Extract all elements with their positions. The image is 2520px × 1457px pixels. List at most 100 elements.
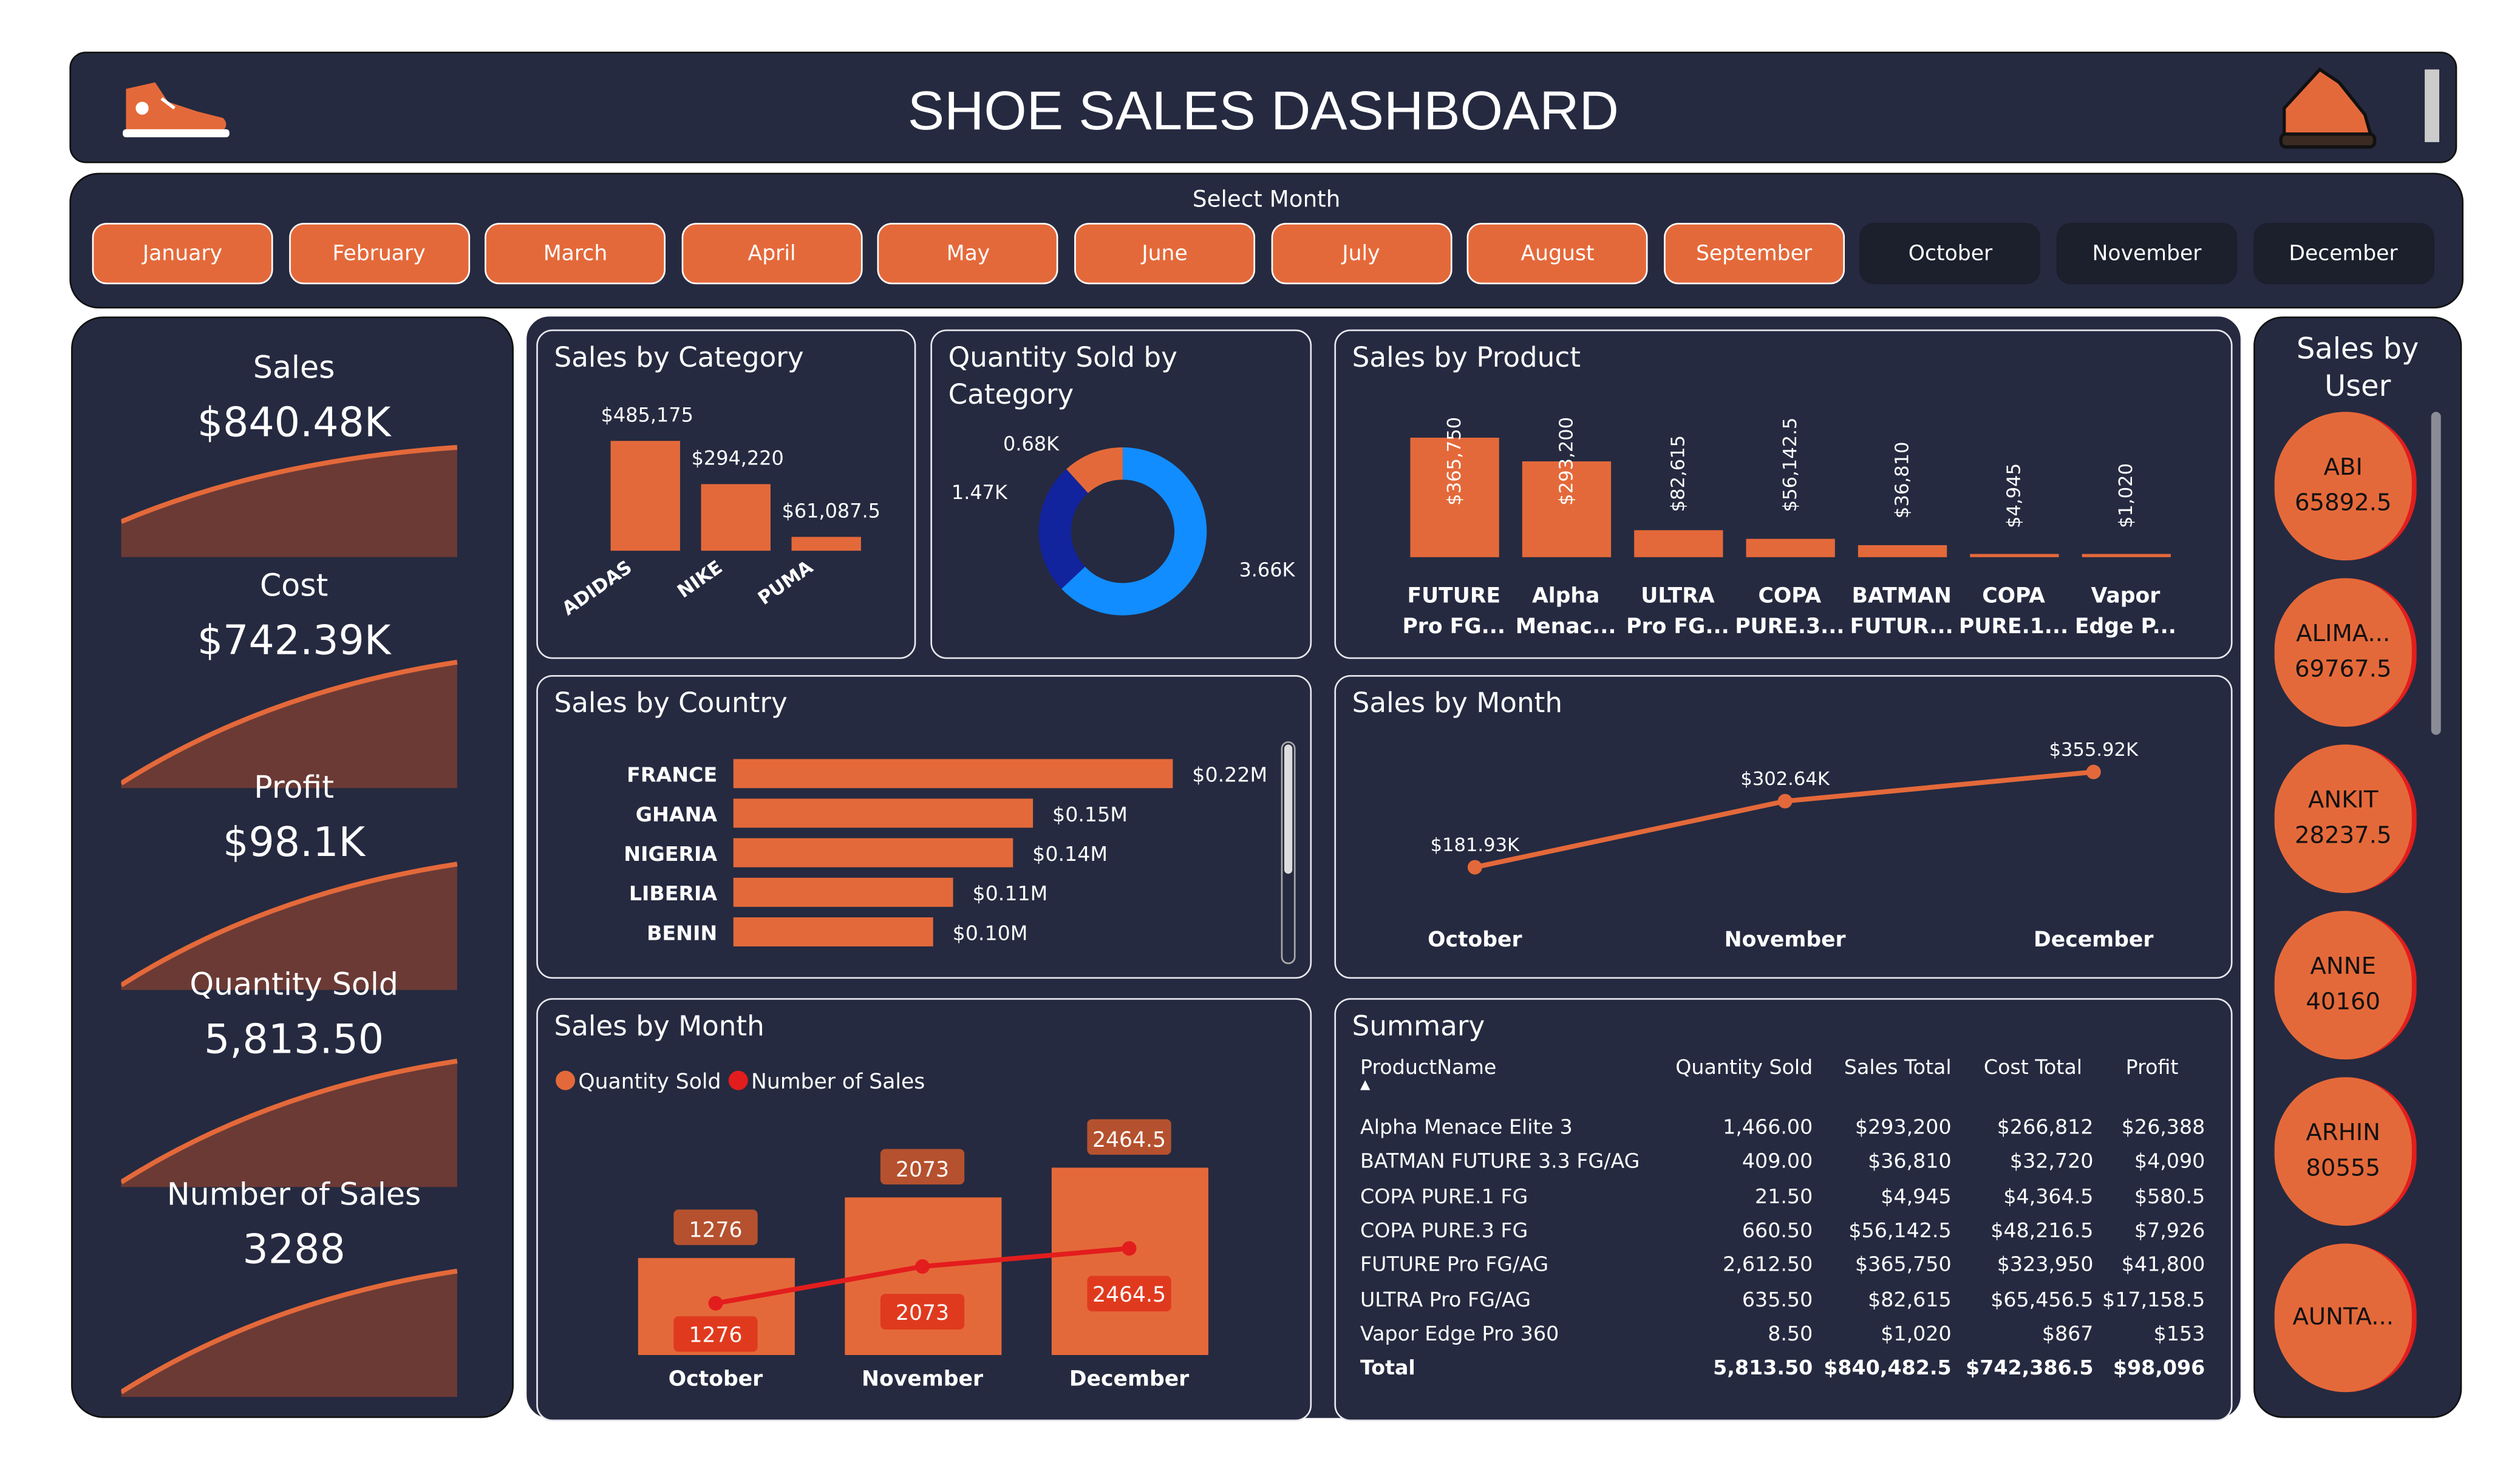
card-title: Quantity Sold by Category bbox=[948, 342, 1177, 412]
quantity-by-category-chart: 3.66K 1.47K 0.68K bbox=[952, 432, 1295, 616]
data-label-box bbox=[673, 1316, 758, 1352]
table-cell: $41,800 bbox=[2121, 1252, 2205, 1277]
slice-label: 1.47K bbox=[952, 481, 1008, 504]
summary-card: Summary ProductName ▲ Quantity Sold Sales… bbox=[1334, 998, 2233, 1422]
card-title: Sales by Month bbox=[1352, 688, 1563, 721]
data-label: $1,020 bbox=[2116, 463, 2137, 528]
total-cell: Total bbox=[1360, 1355, 1415, 1380]
category-label: December bbox=[2034, 928, 2153, 952]
table-cell: $580.5 bbox=[2134, 1183, 2205, 1208]
category-label: December bbox=[1069, 1367, 1189, 1391]
kpi-panel: Sales $840.48K Cost $742.39K Profit $98.1K Qua… bbox=[71, 316, 514, 1418]
data-point bbox=[915, 1259, 930, 1274]
country-scrollbar[interactable] bbox=[1281, 741, 1296, 965]
month-slicer-label: Select Month bbox=[1192, 187, 1341, 214]
column-header[interactable]: Cost Total bbox=[1983, 1055, 2083, 1079]
month-button-may[interactable]: May bbox=[877, 223, 1059, 285]
sales-by-category-chart: $485,175 ADIDAS $294,220 NIKE $61,087.5 PUMA bbox=[559, 403, 880, 620]
month-button-april[interactable]: April bbox=[681, 223, 863, 285]
month-button-july[interactable]: July bbox=[1270, 223, 1452, 285]
legend-marker bbox=[556, 1070, 576, 1090]
bar bbox=[1410, 437, 1499, 557]
kpi-label: Cost bbox=[259, 568, 329, 604]
table-cell: $4,364.5 bbox=[2003, 1183, 2094, 1208]
user-card[interactable]: ARHIN 80555 bbox=[2274, 1077, 2417, 1226]
table-cell: Vapor Edge Pro 360 bbox=[1360, 1320, 1559, 1345]
column-header[interactable]: ProductName ▲ bbox=[1360, 1055, 1664, 1109]
kpi-value: $742.39K bbox=[197, 617, 391, 664]
bar bbox=[1858, 545, 1947, 557]
slice-label: 0.68K bbox=[1003, 432, 1060, 455]
bar bbox=[1970, 554, 2059, 557]
month-button-february[interactable]: February bbox=[288, 223, 470, 285]
category-label: COPA bbox=[1758, 583, 1821, 608]
user-name: ANNE bbox=[2310, 954, 2377, 980]
scrollbar-handle[interactable] bbox=[2425, 69, 2440, 143]
table-row[interactable]: ULTRA Pro FG/AG 635.50 $82,615 $65,456.5 $17… bbox=[1360, 1282, 2205, 1316]
user-card[interactable]: ANNE 40160 bbox=[2274, 911, 2417, 1060]
table-cell: $65,456.5 bbox=[1990, 1286, 2094, 1311]
user-card[interactable]: ANKIT 28237.5 bbox=[2274, 744, 2417, 894]
summary-table: ProductName ▲ Quantity Sold Sales Total C… bbox=[1360, 1055, 2205, 1385]
sort-ascending-icon[interactable]: ▲ bbox=[1360, 1077, 1371, 1092]
month-button-december[interactable]: December bbox=[2253, 223, 2434, 285]
table-cell: $4,945 bbox=[1881, 1183, 1952, 1208]
table-row[interactable]: BATMAN FUTURE 3.3 FG/AG 409.00 $36,810 $32,… bbox=[1360, 1144, 2205, 1178]
user-name: ABI bbox=[2323, 455, 2363, 481]
month-button-october[interactable]: October bbox=[1860, 223, 2041, 285]
table-row[interactable]: COPA PURE.3 FG 660.50 $56,142.5 $48,216.5 $7… bbox=[1360, 1213, 2205, 1248]
table-cell: $323,950 bbox=[1997, 1252, 2094, 1277]
category-label: November bbox=[862, 1367, 983, 1391]
month-button-november[interactable]: November bbox=[2056, 223, 2238, 285]
month-button-august[interactable]: August bbox=[1467, 223, 1649, 285]
category-label: Vapor bbox=[2091, 583, 2161, 608]
data-label: $302.64K bbox=[1740, 769, 1830, 790]
column-header[interactable]: Profit bbox=[2125, 1055, 2179, 1079]
month-button-january[interactable]: January bbox=[92, 223, 273, 285]
month-button-june[interactable]: June bbox=[1074, 223, 1256, 285]
data-point bbox=[2086, 764, 2101, 779]
running-shoe-icon bbox=[2279, 67, 2377, 149]
table-row[interactable]: Vapor Edge Pro 360 8.50 $1,020 $867 $153 bbox=[1360, 1316, 2205, 1351]
category-label: November bbox=[1725, 928, 1846, 952]
category-label: FUTUR... bbox=[1850, 614, 1953, 639]
table-cell: 660.50 bbox=[1742, 1217, 1813, 1242]
data-label: $0.11M bbox=[973, 881, 1048, 905]
month-button-september[interactable]: September bbox=[1663, 223, 1845, 285]
table-cell: FUTURE Pro FG/AG bbox=[1360, 1252, 1549, 1277]
table-row[interactable]: FUTURE Pro FG/AG 2,612.50 $365,750 $323,950… bbox=[1360, 1247, 2205, 1282]
table-cell: COPA PURE.3 FG bbox=[1360, 1217, 1528, 1242]
data-label: 2464.5 bbox=[1092, 1128, 1166, 1152]
table-row[interactable]: Alpha Menace Elite 3 1,466.00 $293,200 $266… bbox=[1360, 1110, 2205, 1144]
sparkline-area bbox=[121, 1061, 457, 1187]
table-cell: $17,158.5 bbox=[2102, 1286, 2205, 1311]
user-card[interactable]: AUNTA... bbox=[2274, 1243, 2417, 1393]
table-cell: BATMAN FUTURE 3.3 FG/AG bbox=[1360, 1149, 1640, 1173]
kpi-sparkline bbox=[121, 1058, 458, 1187]
legend-label: Quantity Sold bbox=[578, 1070, 721, 1094]
column-header[interactable]: Quantity Sold bbox=[1675, 1055, 1813, 1079]
table-cell: 21.50 bbox=[1755, 1183, 1813, 1208]
category-label: PURE.3... bbox=[1735, 614, 1844, 639]
kpi-value: 5,813.50 bbox=[204, 1016, 384, 1063]
table-cell: $82,615 bbox=[1868, 1286, 1952, 1311]
column-header[interactable]: Sales Total bbox=[1844, 1055, 1952, 1079]
user-card[interactable]: ABI 65892.5 bbox=[2274, 412, 2417, 561]
sparkline-line bbox=[121, 1268, 458, 1394]
table-cell: $4,090 bbox=[2134, 1149, 2205, 1173]
user-sales: 40160 bbox=[2306, 990, 2381, 1016]
table-row[interactable]: COPA PURE.1 FG 21.50 $4,945 $4,364.5 $580.5 bbox=[1360, 1178, 2205, 1213]
month-button-march[interactable]: March bbox=[485, 223, 666, 285]
bar bbox=[1634, 530, 1723, 557]
user-sales: 65892.5 bbox=[2294, 491, 2392, 517]
bar bbox=[1522, 461, 1612, 557]
user-sales: 80555 bbox=[2306, 1156, 2381, 1183]
kpi-sparkline bbox=[121, 1268, 458, 1398]
users-scrollbar[interactable] bbox=[2431, 412, 2441, 735]
data-label: $4,945 bbox=[2004, 463, 2025, 528]
category-label: NIGERIA bbox=[624, 842, 717, 866]
data-label: $293,200 bbox=[1556, 417, 1577, 506]
user-card[interactable]: ALIMA... 69767.5 bbox=[2274, 578, 2417, 727]
data-point bbox=[708, 1296, 723, 1311]
